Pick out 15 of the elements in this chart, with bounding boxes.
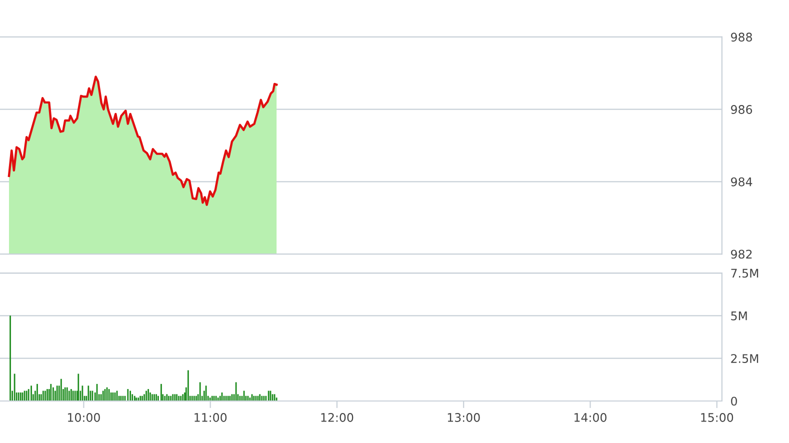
x-tick-label: 12:00 [321, 413, 354, 422]
y-tick-label: 986 [731, 105, 752, 114]
y-tick-label: 0 [731, 396, 737, 406]
x-tick-label: 11:00 [194, 413, 227, 422]
line-series [8, 76, 278, 206]
x-tick-label: 15:00 [701, 413, 734, 422]
y-tick-label: 988 [731, 32, 752, 42]
x-tick-label: 13:00 [448, 413, 480, 422]
x-tick-label: 10:00 [68, 413, 100, 422]
x-tick-label: 14:00 [574, 413, 606, 422]
y-tick-label: 982 [731, 250, 752, 259]
y-tick-label: 7.5M [731, 268, 758, 278]
y-tick-label: 5M [731, 312, 747, 320]
y-tick-label: 2.5M [731, 354, 758, 363]
y-tick-label: 984 [731, 177, 752, 186]
